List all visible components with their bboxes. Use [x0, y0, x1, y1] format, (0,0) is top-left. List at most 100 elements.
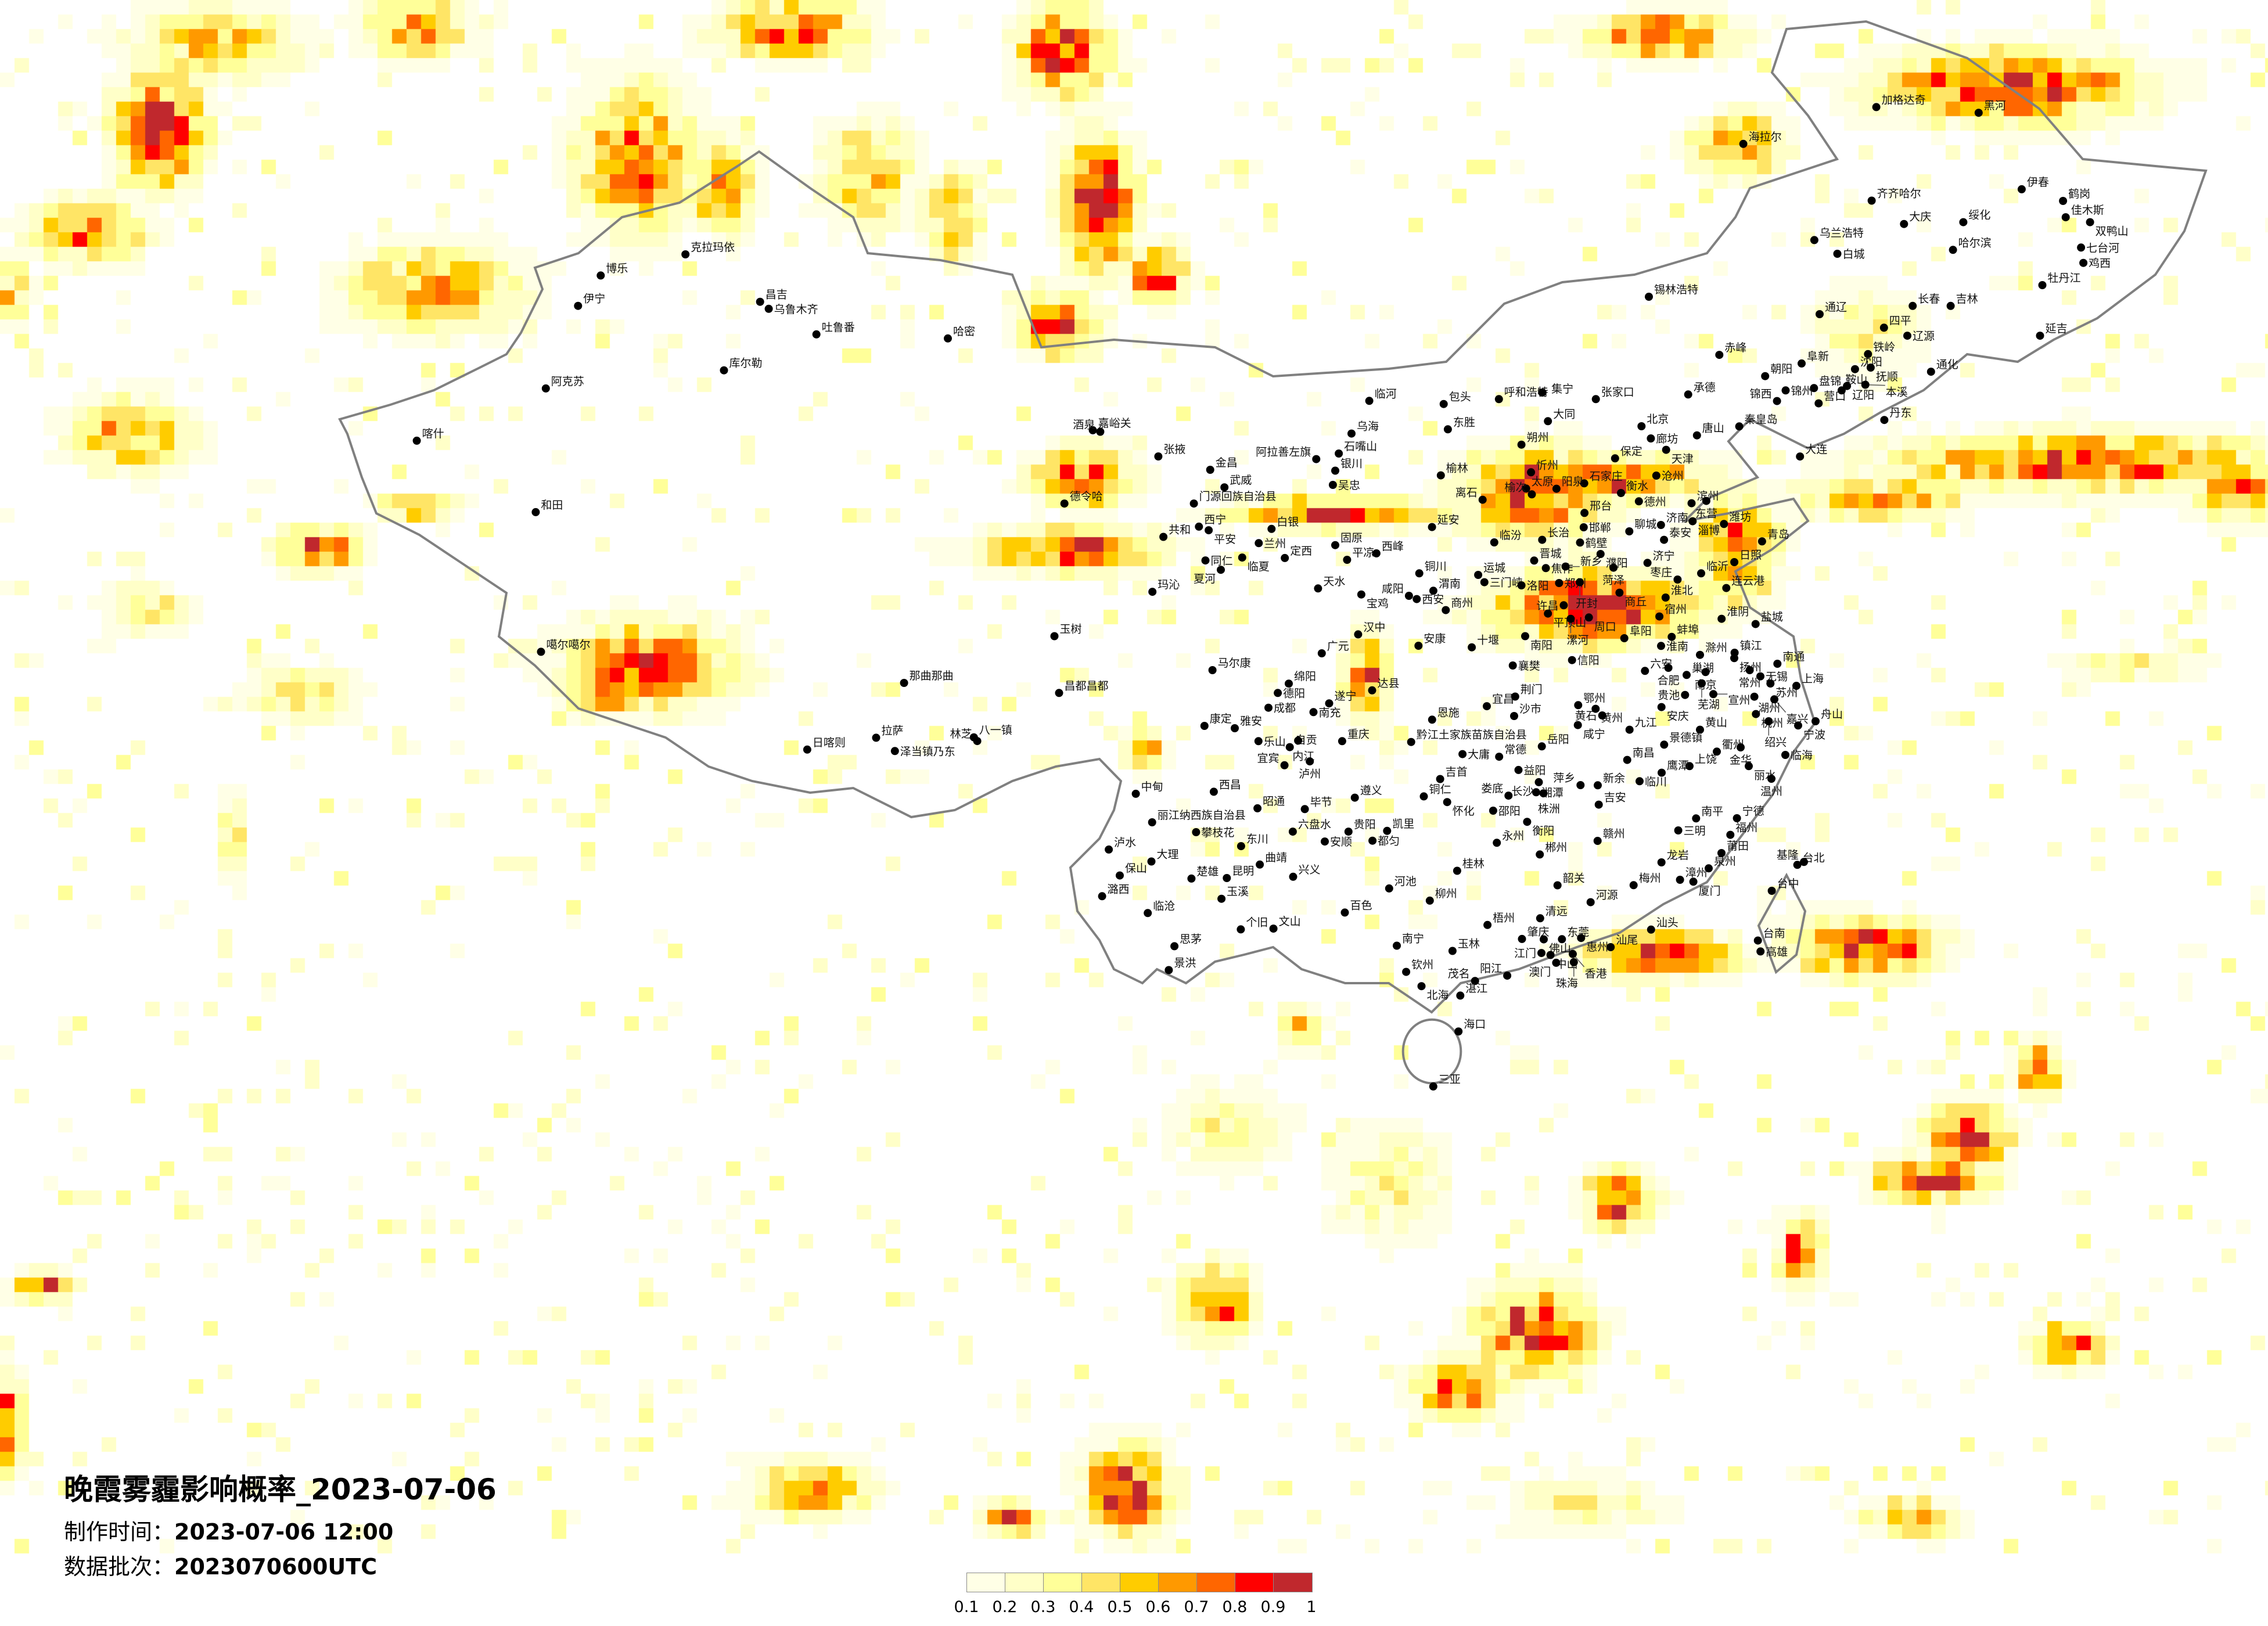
city-dot	[1116, 871, 1124, 880]
city-marker: 衡阳	[1523, 818, 1554, 837]
city-label: 黄山	[1705, 717, 1727, 729]
city-dot	[1867, 196, 1876, 205]
city-label: 黄州	[1601, 712, 1623, 725]
city-dot	[1285, 679, 1293, 688]
city-marker: 新余	[1594, 772, 1625, 790]
city-dot	[1717, 614, 1726, 623]
city-marker: 拉萨	[872, 724, 904, 742]
city-dot	[1208, 666, 1217, 674]
city-marker: 苏州	[1766, 679, 1798, 699]
city-label: 贵池	[1658, 689, 1680, 702]
city-dot	[1773, 660, 1782, 668]
city-marker: 遂宁	[1325, 690, 1357, 708]
city-dot	[1569, 958, 1578, 966]
city-label: 张掖	[1163, 443, 1185, 456]
city-marker: 临汾	[1490, 529, 1522, 546]
city-dot	[1684, 390, 1692, 399]
city-dot	[1713, 747, 1721, 756]
city-label: 阳泉	[1562, 476, 1584, 488]
city-dot	[681, 250, 690, 258]
city-dot	[1667, 632, 1676, 641]
city-dot	[1761, 372, 1770, 380]
legend-swatch	[1274, 1573, 1312, 1592]
legend-swatch	[1005, 1573, 1044, 1592]
city-dot	[1098, 892, 1106, 901]
city-label: 合肥	[1658, 674, 1680, 687]
city-marker: 日照	[1730, 549, 1762, 566]
city-label: 许昌	[1536, 599, 1558, 612]
city-marker: 文山	[1269, 915, 1301, 933]
city-dot	[1294, 736, 1303, 745]
city-marker: 三亚	[1429, 1073, 1461, 1091]
city-label: 延安	[1437, 514, 1460, 527]
city-label: 定西	[1290, 545, 1312, 557]
city-label: 宿州	[1665, 603, 1687, 616]
city-dot	[1289, 872, 1297, 881]
city-label: 广元	[1327, 640, 1349, 653]
city-label: 沧州	[1662, 470, 1684, 483]
city-label: 昌吉	[765, 289, 788, 301]
city-label: 常州	[1739, 677, 1761, 689]
city-dot	[1750, 692, 1759, 701]
city-marker: 临沂	[1697, 560, 1728, 578]
city-label: 台中	[1777, 877, 1799, 890]
city-marker: 台中	[1767, 877, 1799, 895]
city-dot	[1586, 898, 1595, 906]
city-label: 长沙	[1512, 785, 1534, 798]
city-label: 沙市	[1519, 703, 1541, 715]
city-dot	[1926, 368, 1935, 376]
city-marker: 海拉尔	[1739, 131, 1782, 148]
city-marker: 永州	[1493, 829, 1524, 847]
city-dot	[1745, 762, 1753, 771]
city-label: 伊宁	[583, 293, 605, 305]
city-dot	[1946, 301, 1955, 310]
legend-tick: 0.5	[1107, 1598, 1133, 1616]
city-label: 昌都昌都	[1065, 679, 1109, 692]
city-dot	[1959, 218, 1968, 226]
city-label: 洛阳	[1527, 580, 1549, 592]
city-label: 衡水	[1626, 480, 1648, 492]
city-dot	[1480, 578, 1489, 587]
city-label: 江门	[1514, 947, 1536, 960]
city-marker: 台南	[1753, 927, 1785, 945]
city-marker: 昭通	[1253, 795, 1285, 812]
city-marker: 金昌	[1206, 456, 1238, 474]
city-label: 杭州	[1761, 717, 1783, 730]
city-dot	[1532, 788, 1540, 797]
city-marker: 锦州	[1781, 384, 1813, 397]
city-marker: 东川	[1237, 833, 1268, 851]
city-label: 牡丹江	[2048, 272, 2081, 285]
city-marker: 西安	[1412, 593, 1444, 606]
city-marker: 南平	[1692, 805, 1723, 823]
city-marker: 吴忠	[1328, 479, 1360, 492]
production-time-value: 2023-07-06 12:00	[174, 1519, 394, 1545]
city-label: 临河	[1375, 387, 1397, 400]
city-label: 温州	[1760, 785, 1782, 798]
city-dot	[1317, 649, 1326, 657]
city-dot	[1553, 881, 1562, 890]
city-label: 曲靖	[1265, 851, 1287, 864]
city-marker: 盐城	[1751, 611, 1783, 628]
city-marker: 马尔康	[1208, 657, 1251, 674]
city-dot	[1458, 750, 1467, 758]
city-dot	[1267, 524, 1276, 533]
city-label: 兴义	[1299, 864, 1321, 876]
city-label: 乌兰浩特	[1820, 226, 1864, 239]
city-marker: 三门峡	[1480, 577, 1523, 589]
legend-swatch	[1120, 1573, 1159, 1592]
city-label: 那曲那曲	[910, 670, 954, 682]
city-marker: 酒泉	[1073, 419, 1105, 436]
city-dot	[1357, 590, 1365, 599]
city-label: 株洲	[1538, 803, 1560, 815]
city-dot	[1697, 569, 1705, 578]
city-dot	[1683, 671, 1691, 679]
city-marker: 泰安	[1660, 527, 1691, 544]
city-marker: 北京	[1637, 413, 1669, 430]
city-label: 茂名	[1448, 967, 1470, 980]
city-dot	[1483, 702, 1491, 711]
city-dot	[1414, 642, 1423, 650]
city-label: 连云港	[1731, 575, 1764, 588]
city-dot	[1442, 606, 1450, 614]
city-dot	[1579, 523, 1588, 531]
